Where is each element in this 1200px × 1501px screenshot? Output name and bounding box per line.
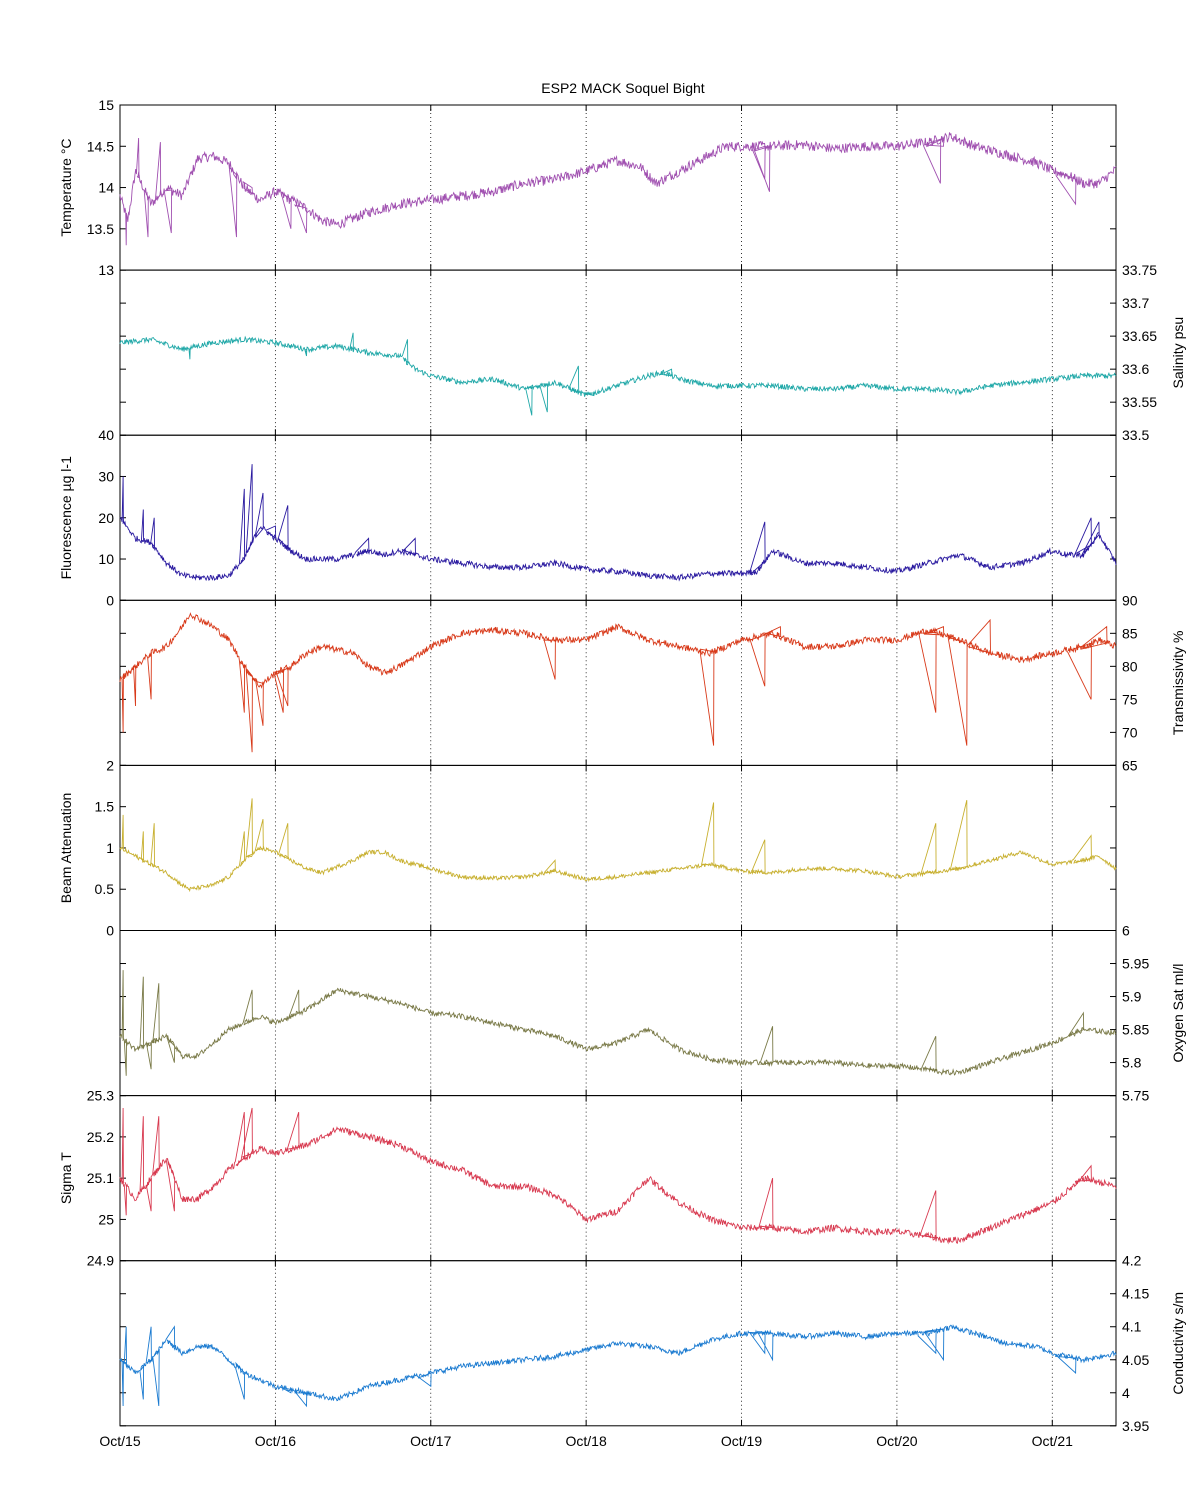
panel-6-y-label: Oxygen Sat ml/l <box>1170 964 1186 1063</box>
x-tick-label: Oct/20 <box>876 1433 917 1449</box>
panel-8-y-tick-label: 4.2 <box>1122 1253 1142 1269</box>
panel-5-y-tick-label: 1.5 <box>95 799 115 815</box>
panel-3-y-tick-label: 0 <box>106 592 114 608</box>
x-tick-label: Oct/15 <box>99 1433 140 1449</box>
panel-7-y-tick-label: 25 <box>98 1211 114 1227</box>
panel-8-series-line <box>119 1324 1117 1408</box>
panel-2-y-tick-label: 33.65 <box>1122 328 1157 344</box>
panel-1-y-tick-label: 15 <box>98 97 114 113</box>
panel-7-y-tick-label: 25.1 <box>87 1170 114 1186</box>
panel-4-series-line <box>119 612 1117 753</box>
panel-7-y-tick-label: 25.2 <box>87 1129 114 1145</box>
panel-8-y-tick-label: 3.95 <box>1122 1418 1149 1434</box>
panel-3-y-tick-label: 10 <box>98 551 114 567</box>
panel-3-y-tick-label: 20 <box>98 510 114 526</box>
panel-8-y-tick-label: 4.05 <box>1122 1352 1149 1368</box>
panel-8-y-tick-label: 4 <box>1122 1385 1130 1401</box>
panel-5-y-tick-label: 0 <box>106 923 114 939</box>
panel-7-y-label: Sigma T <box>58 1152 74 1204</box>
panel-2-y-tick-label: 33.6 <box>1122 361 1149 377</box>
panel-1-y-tick-label: 14 <box>98 180 114 196</box>
panel-1-y-label: Temperature °C <box>58 138 74 236</box>
panel-4-y-tick-label: 85 <box>1122 625 1138 641</box>
panel-4-y-tick-label: 70 <box>1122 724 1138 740</box>
panel-3-y-label: Fluorescence µg l-1 <box>58 456 74 579</box>
panel-6-y-tick-label: 5.95 <box>1122 956 1149 972</box>
x-tick-label: Oct/17 <box>410 1433 451 1449</box>
panel-8-y-tick-label: 4.15 <box>1122 1286 1149 1302</box>
panel-6-y-tick-label: 5.8 <box>1122 1055 1142 1071</box>
panel-6-y-tick-label: 5.85 <box>1122 1022 1149 1038</box>
panel-5-y-tick-label: 2 <box>106 757 114 773</box>
panel-6-y-tick-label: 5.75 <box>1122 1088 1149 1104</box>
panel-4-y-tick-label: 65 <box>1122 757 1138 773</box>
panel-7-series-line <box>119 1107 1117 1245</box>
panel-3-series-line <box>119 464 1117 582</box>
panel-8-frame <box>119 1260 1117 1427</box>
panel-3-y-tick-label: 30 <box>98 468 114 484</box>
panel-5-y-tick-label: 1 <box>106 840 114 856</box>
x-tick-label: Oct/18 <box>566 1433 607 1449</box>
panel-1-y-tick-label: 13 <box>98 262 114 278</box>
panel-2-y-tick-label: 33.5 <box>1122 427 1149 443</box>
panel-5-y-tick-label: 0.5 <box>95 881 115 897</box>
x-tick-label: Oct/19 <box>721 1433 762 1449</box>
panel-8-y-tick-label: 4.1 <box>1122 1319 1142 1335</box>
panel-8-y-label: Conductivity s/m <box>1170 1292 1186 1395</box>
x-tick-label: Oct/16 <box>255 1433 296 1449</box>
panel-6-y-tick-label: 5.9 <box>1122 989 1142 1005</box>
panel-5-y-label: Beam Attenuation <box>58 793 74 904</box>
panel-1-y-tick-label: 14.5 <box>87 138 114 154</box>
panel-7-y-tick-label: 25.3 <box>87 1088 114 1104</box>
panel-2-y-tick-label: 33.7 <box>1122 295 1149 311</box>
panel-6-series-line <box>119 970 1117 1076</box>
panel-3-y-tick-label: 40 <box>98 427 114 443</box>
panel-6-y-tick-label: 6 <box>1122 923 1130 939</box>
panel-4-y-tick-label: 75 <box>1122 691 1138 707</box>
panel-4-y-label: Transmissivity % <box>1170 631 1186 736</box>
panel-1-y-tick-label: 13.5 <box>87 221 114 237</box>
panel-2-series-line <box>119 332 1117 416</box>
panel-5-series-line <box>119 798 1117 893</box>
panel-7-y-tick-label: 24.9 <box>87 1253 114 1269</box>
panel-4-y-tick-label: 90 <box>1122 592 1138 608</box>
panel-2-y-tick-label: 33.55 <box>1122 394 1157 410</box>
chart-title: ESP2 MACK Soquel Bight <box>541 80 705 96</box>
panel-1-series-line <box>119 132 1117 246</box>
panel-2-y-label: Salinity psu <box>1170 317 1186 389</box>
panel-4-y-tick-label: 80 <box>1122 658 1138 674</box>
x-tick-label: Oct/21 <box>1032 1433 1073 1449</box>
panel-2-y-tick-label: 33.75 <box>1122 262 1157 278</box>
